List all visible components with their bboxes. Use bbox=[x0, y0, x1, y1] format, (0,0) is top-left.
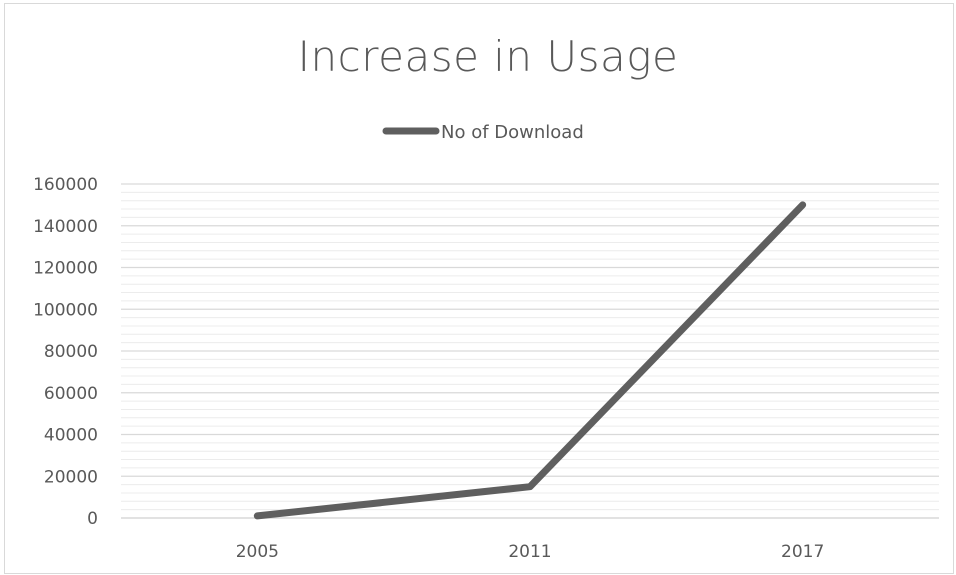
y-tick-label: 120000 bbox=[33, 259, 98, 279]
y-tick-label: 60000 bbox=[44, 384, 98, 404]
x-tick-label: 2005 bbox=[236, 542, 279, 562]
y-tick-label: 140000 bbox=[33, 217, 98, 237]
y-tick-label: 80000 bbox=[44, 342, 98, 362]
grid-lines bbox=[121, 183, 939, 511]
series-lines bbox=[253, 201, 807, 520]
y-tick-label: 0 bbox=[87, 509, 98, 529]
y-tick-label: 40000 bbox=[44, 426, 98, 446]
x-axis-ticks: 2005 2011 2017 bbox=[236, 542, 825, 562]
x-tick-label: 2017 bbox=[781, 542, 824, 562]
series-line bbox=[253, 201, 807, 520]
x-tick-label: 2011 bbox=[508, 542, 551, 562]
y-tick-label: 100000 bbox=[33, 300, 98, 320]
y-axis-ticks: 0 20000 40000 60000 80000 100000 120000 140000 1… bbox=[33, 175, 98, 529]
y-tick-label: 160000 bbox=[33, 175, 98, 195]
legend: No of Download bbox=[382, 122, 584, 143]
legend-label: No of Download bbox=[441, 122, 584, 143]
chart-title: Increase in Usage bbox=[297, 32, 679, 81]
chart-frame bbox=[4, 3, 954, 574]
y-tick-label: 20000 bbox=[44, 467, 98, 487]
